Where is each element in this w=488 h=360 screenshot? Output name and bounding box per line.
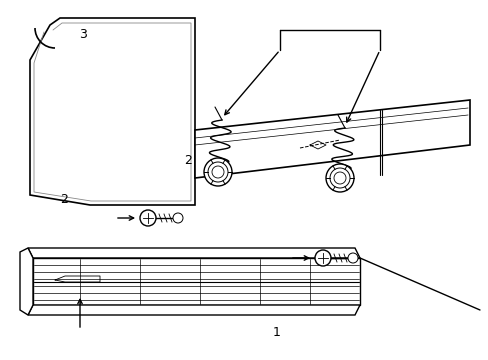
- Polygon shape: [20, 248, 33, 315]
- Circle shape: [212, 166, 224, 178]
- Text: 2: 2: [184, 154, 192, 167]
- Circle shape: [347, 253, 357, 263]
- Polygon shape: [33, 258, 359, 305]
- Text: 2: 2: [60, 193, 67, 206]
- Circle shape: [173, 213, 183, 223]
- Circle shape: [325, 164, 353, 192]
- Polygon shape: [28, 248, 359, 258]
- Circle shape: [207, 162, 227, 182]
- Text: 3: 3: [79, 28, 87, 41]
- Circle shape: [140, 210, 156, 226]
- Polygon shape: [30, 18, 195, 205]
- Polygon shape: [28, 305, 359, 315]
- Circle shape: [333, 172, 346, 184]
- Circle shape: [314, 250, 330, 266]
- Text: 1: 1: [272, 327, 280, 339]
- Circle shape: [329, 168, 349, 188]
- Polygon shape: [195, 100, 469, 178]
- Circle shape: [203, 158, 231, 186]
